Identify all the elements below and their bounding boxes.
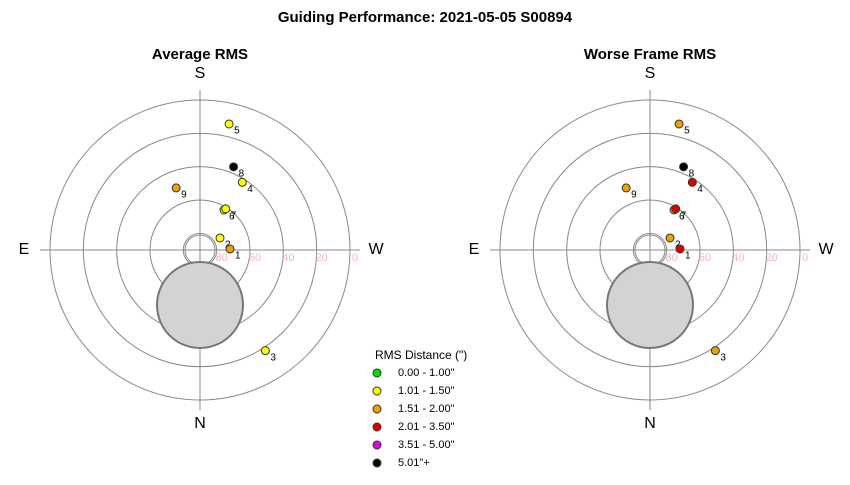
point [665,233,675,243]
direction-label: E [19,241,30,258]
ring-label: 0 [802,252,808,264]
legend-label: 3.51 - 5.00" [398,439,455,451]
ring-label: 20 [766,252,778,264]
point-label: 8 [239,169,245,180]
ring-label: 20 [316,252,328,264]
point [675,244,685,254]
point-label: 3 [270,352,276,363]
point [674,119,684,129]
legend-swatch [372,440,382,450]
ring-label: 60 [249,252,261,264]
point-label: 6 [229,212,235,223]
point-label: 8 [689,169,695,180]
ring-label: 80 [216,252,228,264]
ring-label: 80 [666,252,678,264]
direction-label: E [469,241,480,258]
ring-label: 40 [282,252,294,264]
point-label: 7 [231,211,237,222]
point-label: 7 [681,211,687,222]
direction-label: S [645,65,656,82]
point-label: 4 [697,184,703,195]
point-label: 9 [181,190,187,201]
point [237,177,247,187]
point-label: 5 [684,126,690,137]
point-label: 6 [679,212,685,223]
direction-label: W [818,241,834,258]
point [229,162,239,172]
legend-swatch [372,404,382,414]
point [687,177,697,187]
point [221,204,231,214]
point-label: 3 [720,352,726,363]
point-label: 9 [631,190,637,201]
direction-label: S [195,65,206,82]
point [225,244,235,254]
point-label: 1 [235,251,241,262]
legend-swatch [372,458,382,468]
ring-label: 0 [352,252,358,264]
legend-swatch [372,422,382,432]
chart-title: Worse Frame RMS [584,46,716,63]
direction-label: N [644,415,656,432]
direction-label: W [368,241,384,258]
obstruction [156,261,244,349]
ring-label: 40 [732,252,744,264]
chart-title: Average RMS [152,46,248,63]
page-title: Guiding Performance: 2021-05-05 S00894 [278,9,573,26]
legend-label: 2.01 - 3.50" [398,421,455,433]
legend-label: 5.01"+ [398,457,430,469]
point [710,346,720,356]
legend-swatch [372,386,382,396]
point [671,204,681,214]
point-label: 5 [234,126,240,137]
point [215,233,225,243]
point-label: 4 [247,184,253,195]
point [260,346,270,356]
point [621,183,631,193]
ring-label: 60 [699,252,711,264]
point [679,162,689,172]
point [171,183,181,193]
legend-label: 1.01 - 1.50" [398,385,455,397]
direction-label: N [194,415,206,432]
legend-label: 1.51 - 2.00" [398,403,455,415]
legend-label: 0.00 - 1.00" [398,367,455,379]
obstruction [606,261,694,349]
legend-title: RMS Distance (") [375,348,467,362]
legend-swatch [372,368,382,378]
point [224,119,234,129]
point-label: 1 [685,251,691,262]
